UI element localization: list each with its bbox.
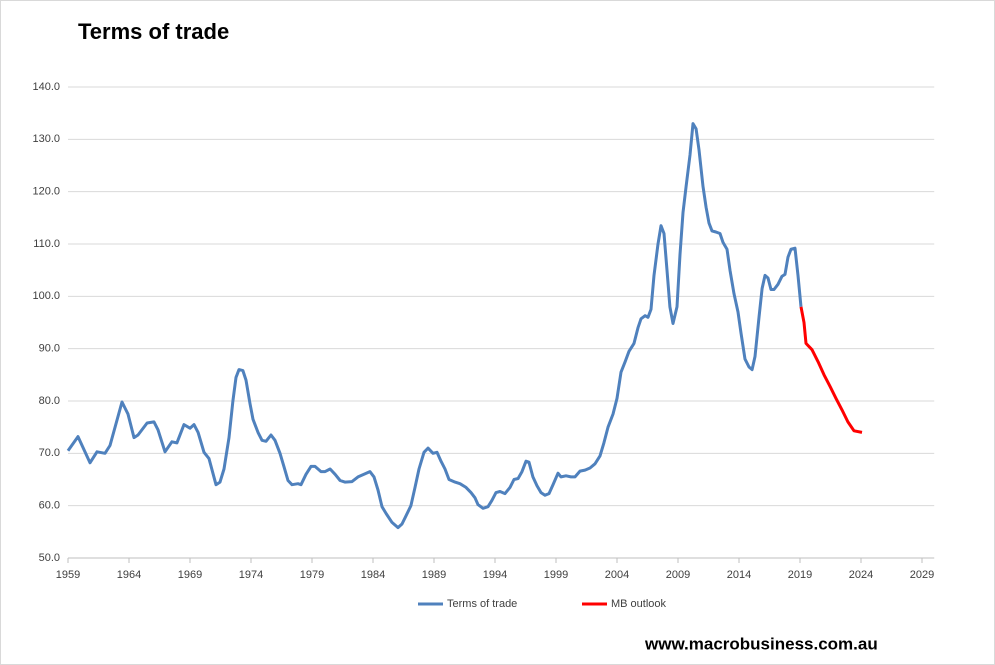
chart-title: Terms of trade	[78, 19, 229, 44]
legend-label: MB outlook	[611, 598, 667, 610]
y-tick-label: 50.0	[39, 552, 60, 564]
x-tick-label: 1984	[361, 569, 385, 581]
y-tick-label: 80.0	[39, 395, 60, 407]
x-tick-label: 2009	[666, 569, 690, 581]
x-tick-label: 1974	[239, 569, 263, 581]
y-tick-label: 60.0	[39, 500, 60, 512]
x-tick-label: 2024	[849, 569, 873, 581]
y-tick-label: 100.0	[32, 290, 60, 302]
x-tick-label: 1994	[483, 569, 507, 581]
x-tick-label: 2029	[910, 569, 934, 581]
x-tick-label: 2004	[605, 569, 629, 581]
series-line	[66, 122, 803, 530]
x-tick-label: 1979	[300, 569, 324, 581]
y-tick-label: 70.0	[39, 447, 60, 459]
x-tick-label: 1989	[422, 569, 446, 581]
x-tick-label: 1999	[544, 569, 568, 581]
x-tick-label: 1969	[178, 569, 202, 581]
x-tick-label: 2014	[727, 569, 751, 581]
footer: www.macrobusiness.com.au	[644, 634, 878, 653]
y-tick-label: 140.0	[32, 81, 60, 93]
x-tick-label: 1964	[117, 569, 141, 581]
x-tick-label: 1959	[56, 569, 80, 581]
y-tick-label: 130.0	[32, 133, 60, 145]
y-tick-label: 90.0	[39, 343, 60, 355]
y-tick-label: 110.0	[33, 238, 60, 250]
legend-label: Terms of trade	[447, 598, 517, 610]
y-tick-label: 120.0	[32, 186, 60, 198]
series-line	[799, 306, 863, 434]
x-tick-label: 2019	[788, 569, 812, 581]
